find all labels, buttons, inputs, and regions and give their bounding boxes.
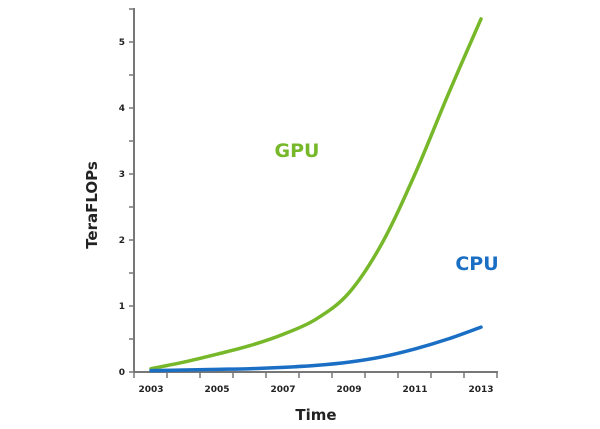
y-tick-label: 3 xyxy=(119,170,125,180)
x-tick-label: 2009 xyxy=(336,385,361,395)
y-tick-label: 4 xyxy=(119,104,125,114)
ticks: 0 1 2 3 4 5 2003 2005 2007 2009 2011 2013 xyxy=(119,8,498,395)
y-tick-label: 0 xyxy=(119,368,125,378)
x-tick-label: 2013 xyxy=(468,385,493,395)
cpu-series-label: CPU xyxy=(455,253,498,275)
x-tick-label: 2007 xyxy=(270,385,295,395)
axes xyxy=(133,8,498,373)
cpu-series-line xyxy=(149,325,483,373)
x-axis-title: Time xyxy=(295,406,336,424)
y-axis-title: TeraFLOPs xyxy=(83,161,101,249)
y-tick-label: 2 xyxy=(119,236,125,246)
gpu-series-line xyxy=(149,17,483,371)
gpu-series-label: GPU xyxy=(275,140,320,162)
series-lines xyxy=(149,17,483,373)
x-tick-label: 2003 xyxy=(138,385,163,395)
x-tick-label: 2011 xyxy=(402,385,427,395)
x-tick-label: 2005 xyxy=(204,385,229,395)
y-tick-label: 1 xyxy=(119,302,125,312)
y-tick-label: 5 xyxy=(119,38,125,48)
